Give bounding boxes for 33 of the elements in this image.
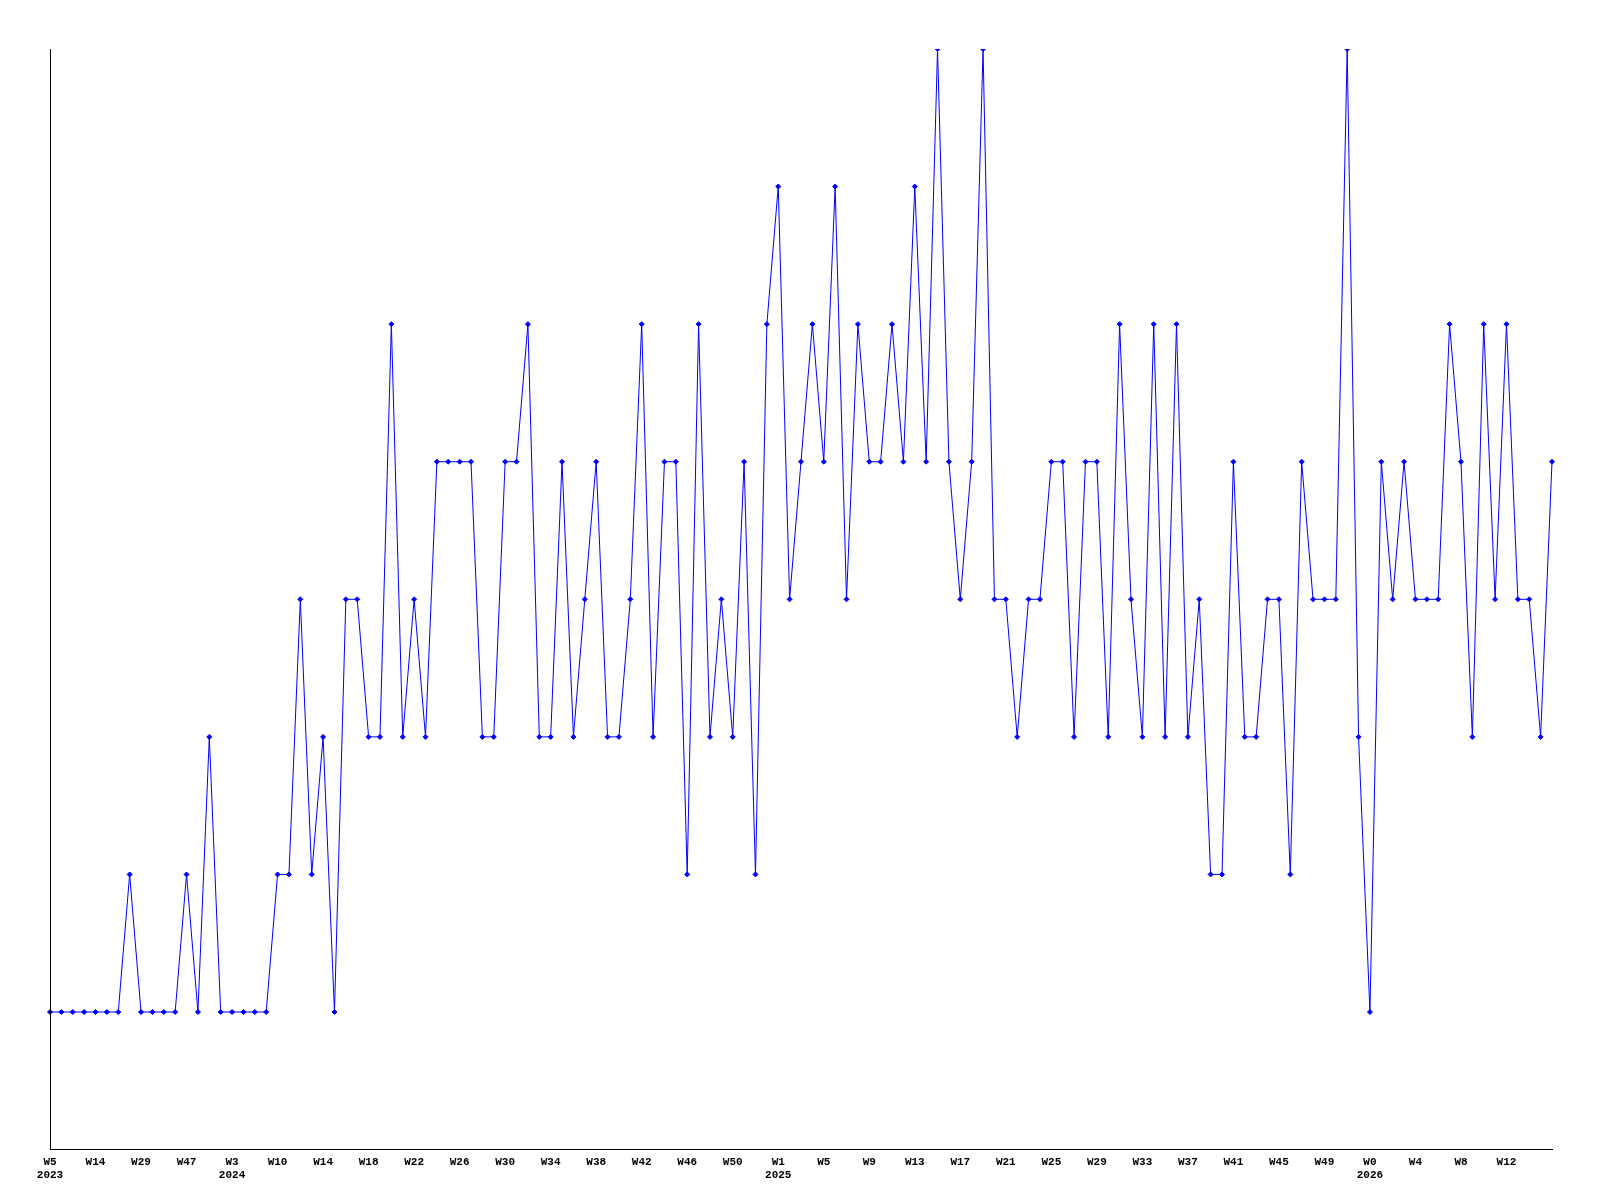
x-tick-label: W4 bbox=[1408, 1155, 1423, 1168]
x-tick-label: W37 bbox=[1177, 1155, 1198, 1168]
x-tick-label: W50 bbox=[722, 1155, 743, 1168]
x-tick-label: W5 2023 bbox=[36, 1155, 64, 1182]
x-tick-label: W22 bbox=[404, 1155, 425, 1168]
x-tick-label: W41 bbox=[1223, 1155, 1244, 1168]
x-tick-label: W13 bbox=[904, 1155, 926, 1168]
x-tick-label: W47 bbox=[176, 1155, 197, 1168]
x-tick-label: W30 bbox=[495, 1155, 516, 1168]
x-tick-label: W34 bbox=[540, 1155, 561, 1168]
x-tick-label: W10 bbox=[267, 1155, 288, 1168]
x-tick-label: W1 2025 bbox=[765, 1155, 792, 1182]
x-tick-label: W14 bbox=[85, 1155, 106, 1168]
x-tick-label: W0 2026 bbox=[1356, 1155, 1384, 1182]
x-tick-label: W8 bbox=[1454, 1155, 1468, 1168]
x-tick-label: W45 bbox=[1269, 1155, 1290, 1168]
x-tick-label: W14 bbox=[313, 1155, 334, 1168]
x-tick-label: W5 bbox=[817, 1155, 831, 1168]
x-tick-label: W26 bbox=[449, 1155, 470, 1168]
x-tick-label: W9 bbox=[862, 1155, 876, 1168]
x-tick-label: W3 2024 bbox=[218, 1155, 246, 1182]
x-tick-label: W29 bbox=[131, 1155, 151, 1168]
x-tick-label: W17 bbox=[950, 1155, 971, 1168]
x-tick-label: W18 bbox=[358, 1155, 379, 1168]
x-tick-label: W29 bbox=[1086, 1155, 1107, 1168]
x-tick-label: W38 bbox=[586, 1155, 607, 1168]
x-tick-label: W12 bbox=[1496, 1155, 1517, 1168]
x-tick-label: W46 bbox=[677, 1155, 698, 1168]
x-tick-label: W25 bbox=[1041, 1155, 1062, 1168]
x-tick-label: W21 bbox=[995, 1155, 1017, 1168]
x-tick-label: W42 bbox=[631, 1155, 652, 1168]
x-tick-label: W49 bbox=[1314, 1155, 1335, 1168]
x-tick-label: W33 bbox=[1132, 1155, 1153, 1168]
